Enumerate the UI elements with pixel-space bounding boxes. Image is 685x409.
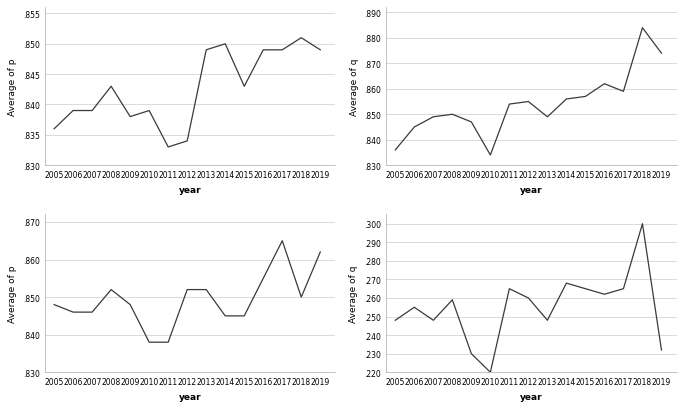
Y-axis label: Average of p: Average of p (8, 58, 17, 116)
X-axis label: year: year (179, 185, 201, 194)
X-axis label: year: year (179, 392, 201, 401)
X-axis label: year: year (520, 392, 543, 401)
Y-axis label: Average of q: Average of q (349, 265, 358, 322)
Y-axis label: Average of q: Average of q (349, 58, 358, 116)
Y-axis label: Average of p: Average of p (8, 265, 17, 322)
X-axis label: year: year (520, 185, 543, 194)
